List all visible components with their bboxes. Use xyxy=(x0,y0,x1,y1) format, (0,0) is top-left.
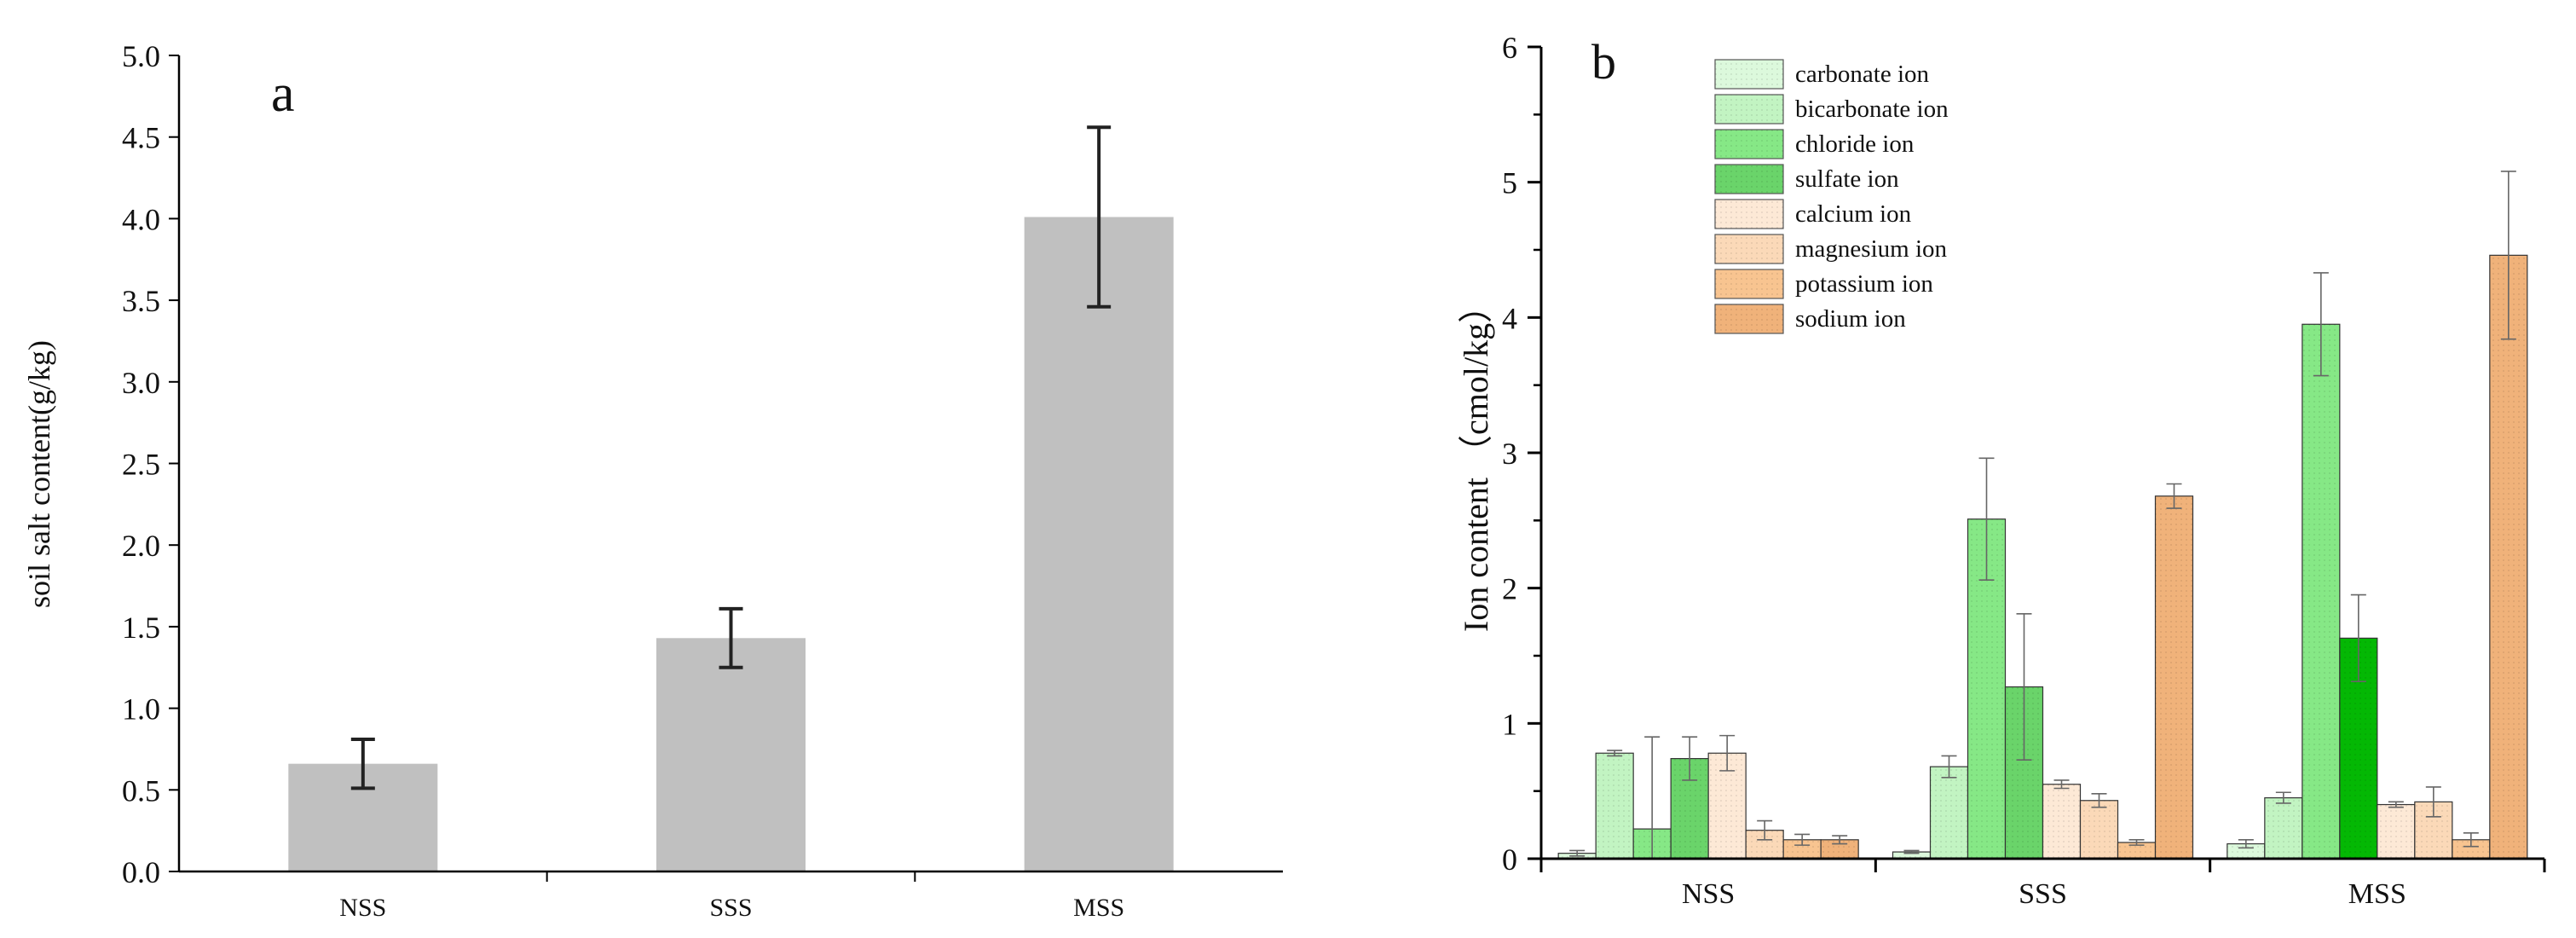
error-bar-sodium-ion-sss xyxy=(2166,483,2182,509)
y-tick-label: 3.0 xyxy=(122,366,160,400)
error-bar-calcium-ion-nss xyxy=(1719,734,1736,772)
bar-sss xyxy=(656,638,806,871)
y-tick-label: 4.5 xyxy=(122,121,160,155)
error-bar-potassium-ion-mss xyxy=(2463,832,2479,848)
y-tick-label: 0.0 xyxy=(122,855,160,889)
chart-panel-b: 0 1 2 3 4 5 6 NSS SSS MSS carbonate ion bicarbona… xyxy=(1457,31,2546,910)
x-tick-label: MSS xyxy=(2348,878,2406,910)
error-bar-sss xyxy=(719,606,743,669)
y-tick-label: 0.5 xyxy=(122,773,160,808)
bar-mss xyxy=(1024,217,1174,872)
y-tick-label: 4.0 xyxy=(122,202,160,236)
y-tick-label: 3 xyxy=(1502,437,1517,471)
y-tick-label: 6 xyxy=(1502,31,1517,65)
error-bar-magnesium-ion-nss xyxy=(1757,819,1773,841)
error-bar-chloride-ion-sss xyxy=(1978,457,1995,581)
legend-item: calcium ion xyxy=(1714,199,1912,229)
y-tick-label: 2.5 xyxy=(122,448,160,482)
error-bar-potassium-ion-sss xyxy=(2128,838,2145,846)
legend-item: chloride ion xyxy=(1714,129,1915,159)
error-bar-calcium-ion-sss xyxy=(2053,779,2070,790)
x-tick-label: MSS xyxy=(1073,894,1124,922)
error-bar-potassium-ion-nss xyxy=(1794,833,1811,846)
chart-panel-a: 0.0 0.5 1.0 1.5 2.0 2.5 3.0 3.5 4.0 4.5 5.0 NSS SSS… xyxy=(22,39,1283,922)
error-bar-mss xyxy=(1087,125,1112,309)
y-tick-label: 2.0 xyxy=(122,529,160,563)
y-axis-label-a: soil salt content(g/kg) xyxy=(22,340,56,608)
legend-label: carbonate ion xyxy=(1795,61,1930,88)
y-tick-label: 1.5 xyxy=(122,611,160,645)
legend-item: bicarbonate ion xyxy=(1714,94,1949,124)
error-bar-magnesium-ion-mss xyxy=(2425,786,2441,818)
panel-label-b: b xyxy=(1591,34,1616,90)
error-bar-sodium-ion-mss xyxy=(2500,171,2516,340)
bar-series xyxy=(288,217,1174,872)
x-tick-label: NSS xyxy=(1682,878,1735,910)
error-bar-calcium-ion-mss xyxy=(2388,801,2404,808)
legend-label: chloride ion xyxy=(1795,130,1915,158)
y-tick-label: 2 xyxy=(1502,572,1517,606)
error-bar-chloride-ion-mss xyxy=(2313,272,2329,377)
legend-label: magnesium ion xyxy=(1795,235,1948,263)
legend: carbonate ion bicarbonate ion chloride ion… xyxy=(1714,59,1949,334)
error-bar-carbonate-ion-nss xyxy=(1569,849,1585,857)
legend-label: calcium ion xyxy=(1795,200,1912,228)
legend-label: bicarbonate ion xyxy=(1795,96,1949,123)
y-tick-label: 3.5 xyxy=(122,284,160,318)
legend-item: sodium ion xyxy=(1714,304,1906,334)
y-tick-label: 1.0 xyxy=(122,692,160,727)
legend-label: sulfate ion xyxy=(1795,165,1899,193)
error-bar-sulfate-ion-sss xyxy=(2016,613,2032,761)
x-tick-label: SSS xyxy=(709,894,752,922)
error-bar-bicarbonate-ion-mss xyxy=(2275,791,2291,804)
bar-series xyxy=(1557,254,2528,860)
legend-item: magnesium ion xyxy=(1714,234,1948,264)
y-tick-label: 0 xyxy=(1502,842,1517,877)
legend-item: potassium ion xyxy=(1714,269,1933,299)
legend-item: sulfate ion xyxy=(1714,164,1899,194)
error-bar-carbonate-ion-mss xyxy=(2238,838,2254,849)
x-tick-label: SSS xyxy=(2019,878,2067,910)
y-tick-label: 5.0 xyxy=(122,39,160,73)
y-tick-label: 5 xyxy=(1502,166,1517,200)
error-bar-carbonate-ion-sss xyxy=(1903,849,1920,854)
x-tick-label: NSS xyxy=(339,894,386,922)
legend-item: carbonate ion xyxy=(1714,59,1930,90)
error-bar-sulfate-ion-mss xyxy=(2350,593,2366,682)
y-axis-label-b: Ion content （cmol/kg） xyxy=(1457,289,1495,632)
y-tick-label: 1 xyxy=(1502,707,1517,741)
error-bar-bicarbonate-ion-sss xyxy=(1941,755,1957,779)
y-tick-label: 4 xyxy=(1502,301,1517,335)
legend-label: sodium ion xyxy=(1795,305,1906,333)
legend-label: potassium ion xyxy=(1795,270,1933,298)
error-bar-sulfate-ion-nss xyxy=(1682,736,1698,781)
error-bar-sodium-ion-nss xyxy=(1832,835,1848,845)
panel-label-a: a xyxy=(271,65,295,123)
error-bar-magnesium-ion-sss xyxy=(2091,793,2107,808)
error-bar-nss xyxy=(350,737,375,790)
error-bar-bicarbonate-ion-nss xyxy=(1607,750,1623,757)
